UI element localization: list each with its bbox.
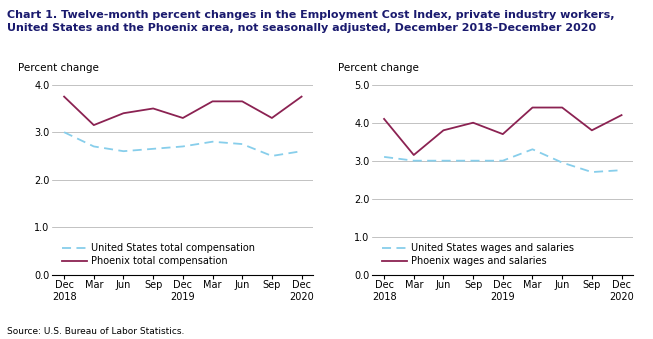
Phoenix wages and salaries: [499, 132, 507, 136]
United States total compensation: [150, 147, 157, 151]
Phoenix wages and salaries: [439, 128, 447, 132]
Text: Percent change: Percent change: [338, 63, 419, 73]
United States total compensation: [268, 154, 276, 158]
Phoenix total compensation: [268, 116, 276, 120]
United States wages and salaries: [618, 168, 626, 172]
United States wages and salaries: [439, 159, 447, 163]
United States total compensation: [179, 144, 187, 148]
United States wages and salaries: [410, 159, 418, 163]
Line: United States total compensation: United States total compensation: [64, 132, 302, 156]
Phoenix wages and salaries: [618, 113, 626, 117]
Phoenix wages and salaries: [558, 105, 566, 109]
United States wages and salaries: [558, 161, 566, 165]
Line: Phoenix total compensation: Phoenix total compensation: [64, 97, 302, 125]
Phoenix total compensation: [298, 95, 306, 99]
Phoenix wages and salaries: [528, 105, 536, 109]
Phoenix total compensation: [208, 99, 216, 103]
Text: Source: U.S. Bureau of Labor Statistics.: Source: U.S. Bureau of Labor Statistics.: [7, 326, 184, 336]
Text: Percent change: Percent change: [18, 63, 99, 73]
Phoenix wages and salaries: [410, 153, 418, 157]
United States wages and salaries: [588, 170, 596, 174]
Legend: United States wages and salaries, Phoenix wages and salaries: United States wages and salaries, Phoeni…: [382, 243, 575, 266]
United States wages and salaries: [470, 159, 477, 163]
Phoenix total compensation: [119, 111, 127, 115]
Phoenix total compensation: [238, 99, 246, 103]
United States total compensation: [90, 144, 98, 148]
United States total compensation: [208, 140, 216, 144]
United States wages and salaries: [528, 147, 536, 151]
Phoenix wages and salaries: [588, 128, 596, 132]
Text: Chart 1. Twelve-month percent changes in the Employment Cost Index, private indu: Chart 1. Twelve-month percent changes in…: [7, 10, 614, 33]
Phoenix total compensation: [90, 123, 98, 127]
United States total compensation: [238, 142, 246, 146]
Line: United States wages and salaries: United States wages and salaries: [384, 149, 622, 172]
United States total compensation: [298, 149, 306, 153]
Phoenix total compensation: [150, 106, 157, 111]
United States total compensation: [119, 149, 127, 153]
United States wages and salaries: [499, 159, 507, 163]
Phoenix wages and salaries: [470, 121, 477, 125]
Phoenix total compensation: [179, 116, 187, 120]
Phoenix wages and salaries: [380, 117, 388, 121]
Phoenix total compensation: [60, 95, 68, 99]
United States wages and salaries: [380, 155, 388, 159]
Legend: United States total compensation, Phoenix total compensation: United States total compensation, Phoeni…: [62, 243, 255, 266]
Line: Phoenix wages and salaries: Phoenix wages and salaries: [384, 107, 622, 155]
United States total compensation: [60, 130, 68, 134]
